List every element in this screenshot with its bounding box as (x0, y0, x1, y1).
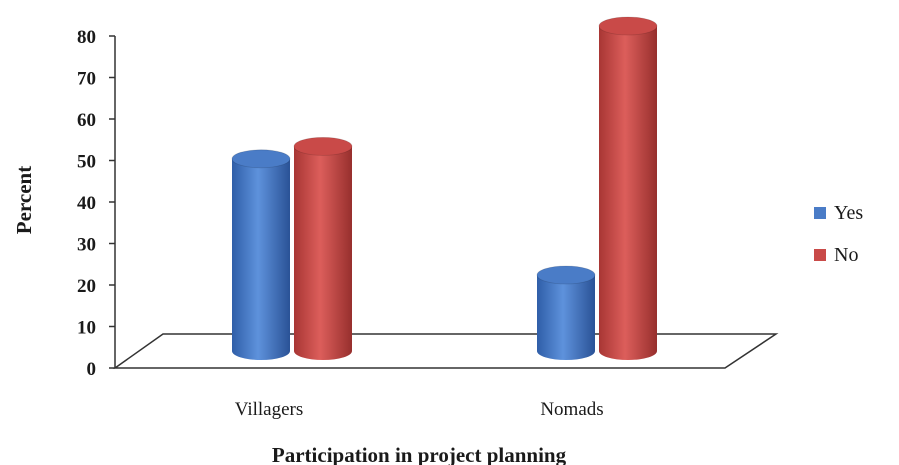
category-label-villagers: Villagers (235, 399, 304, 420)
y-axis-ticks: 0 10 20 30 40 50 60 70 80 (77, 27, 115, 380)
bar-top (536, 265, 596, 285)
legend-label-no: No (834, 244, 858, 266)
bar-nomads-yes (536, 265, 596, 360)
bar-body (537, 275, 595, 360)
bar-top (231, 149, 291, 169)
bar-top (598, 16, 658, 36)
y-axis-title: Percent (12, 166, 36, 234)
legend: Yes No (814, 202, 863, 266)
category-labels: Villagers Nomads (235, 399, 604, 420)
bar-body (599, 26, 657, 360)
y-tick-label: 80 (77, 27, 96, 48)
legend-swatch-no (814, 249, 826, 261)
bar-villagers-yes (231, 149, 291, 360)
y-tick-label: 60 (77, 110, 96, 131)
y-tick-label: 20 (77, 276, 96, 297)
y-tick-label: 0 (87, 359, 97, 380)
chart-floor (112, 333, 779, 369)
y-tick-label: 40 (77, 193, 96, 214)
x-axis-title: Participation in project planning (272, 443, 567, 465)
bar-nomads-no (598, 16, 658, 360)
bar-top (293, 136, 353, 156)
bar-villagers-no (293, 136, 353, 360)
y-tick-label: 50 (77, 152, 96, 173)
bar-body (294, 146, 352, 360)
legend-swatch-yes (814, 207, 826, 219)
bar-body (232, 158, 290, 360)
category-label-nomads: Nomads (540, 399, 603, 420)
y-tick-label: 30 (77, 235, 96, 256)
bars (231, 16, 658, 360)
y-tick-label: 70 (77, 69, 96, 90)
y-tick-label: 10 (77, 318, 96, 339)
legend-label-yes: Yes (834, 202, 863, 224)
